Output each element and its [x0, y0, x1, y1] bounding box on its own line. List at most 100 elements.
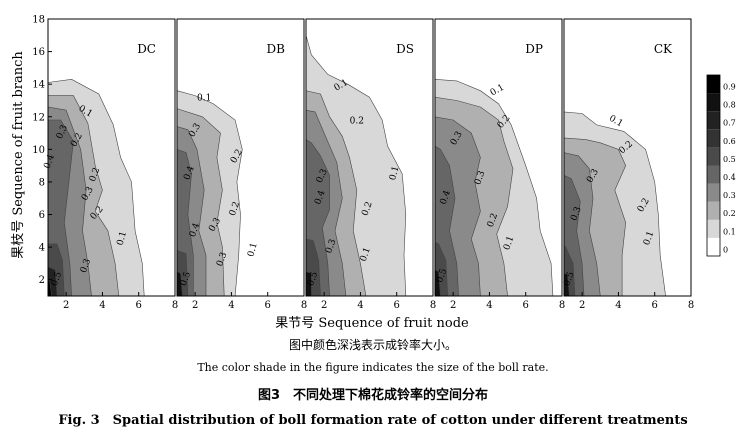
colorbar-swatch	[707, 111, 720, 130]
contour-label: 0.1	[388, 165, 401, 181]
colorbar-tick-label: 0.5	[723, 155, 736, 164]
y-tick-label: 14	[32, 80, 45, 91]
x-tick-label: 6	[523, 300, 529, 311]
contour-label: 0.4	[439, 189, 453, 206]
colorbar-swatch	[707, 165, 720, 184]
contour-label: 0.4	[188, 221, 202, 238]
colorbar-tick-label: 0.9	[723, 82, 736, 91]
caption-note-cn: 图中颜色深浅表示成铃率大小。	[288, 338, 457, 352]
contour-label: 0.5	[562, 270, 576, 287]
contour-label: 0.1	[116, 230, 129, 246]
x-tick-label: 6	[652, 300, 658, 311]
panel-db: DB0.10.30.20.40.20.30.40.30.10.52 4 6 8	[176, 18, 307, 311]
x-tick-label: 4	[357, 300, 363, 311]
panel-frame	[563, 18, 692, 297]
contour-label: 0.1	[246, 242, 259, 258]
panel-name: DB	[267, 42, 286, 56]
colorbar-tick-label: 0.4	[723, 173, 736, 182]
contour-label: 0.5	[435, 267, 449, 284]
contour-label: 0.1	[502, 235, 516, 252]
panel-dc: DC0.10.20.30.40.20.30.20.10.50.32 4 6 8	[43, 18, 178, 311]
colorbar-tick-label: 0.8	[723, 101, 736, 110]
contour-label: 0.5	[50, 270, 64, 287]
x-tick-label: 8	[172, 300, 178, 311]
contour-label: 0.1	[197, 93, 211, 103]
colorbar-frame	[706, 74, 721, 257]
x-tick-label: 4	[228, 300, 234, 311]
contour-label: 0.4	[43, 153, 57, 170]
y-tick-label: 6	[39, 210, 45, 221]
y-tick-label: 16	[32, 47, 45, 58]
panel-name: DP	[525, 42, 543, 56]
colorbar-tick-label: 0	[723, 245, 728, 254]
colorbar-tick-label: 0.3	[723, 191, 736, 200]
contour-label: 0.4	[313, 189, 327, 206]
x-tick-label: 8	[559, 300, 565, 311]
colorbar-swatch	[707, 201, 720, 220]
y-tick-label: 4	[39, 243, 45, 254]
colorbar-swatch	[707, 129, 720, 148]
colorbar-tick-label: 0.7	[723, 119, 736, 128]
x-tick-label: 2	[450, 300, 456, 311]
x-tick-label: 2	[192, 300, 198, 311]
y-tick-label: 18	[32, 15, 45, 26]
contour-label: 0.2	[360, 201, 374, 218]
panel-name: DS	[396, 42, 414, 56]
x-tick-label: 2	[321, 300, 327, 311]
caption-title-en: Fig. 3 Spatial distribution of boll form…	[58, 413, 688, 428]
y-tick-label: 10	[32, 145, 45, 156]
colorbar: 0 0.1 0.2 0.3 0.4 0.5 0.6 0.7 0.8 0.9	[706, 74, 736, 257]
contour-label: 0.2	[228, 201, 242, 218]
panel-ds: DS0.10.20.10.30.40.20.3 0.10.52 4 6 8	[305, 18, 436, 311]
colorbar-swatch	[707, 147, 720, 166]
panel-name: CK	[654, 42, 673, 56]
x-tick-label: 4	[99, 300, 105, 311]
y-axis-label: 果枝号 Sequence of fruit branch	[11, 51, 26, 259]
contour-label: 0.2	[88, 166, 102, 183]
colorbar-swatch	[707, 183, 720, 202]
colorbar-swatch	[707, 93, 720, 112]
panel-frame	[305, 18, 434, 297]
colorbar-tick-label: 0.6	[723, 137, 736, 146]
contour-label: 0.1	[642, 230, 656, 247]
contour-label: 0.3	[324, 238, 338, 255]
x-tick-label: 8	[688, 300, 694, 311]
colorbar-tick-label: 0.2	[723, 209, 736, 218]
x-tick-label: 6	[136, 300, 142, 311]
caption-note-en: The color shade in the figure indicates …	[197, 361, 549, 374]
contour-panels: DC0.10.20.30.40.20.30.20.10.50.32 4 6 8DB0.…	[32, 15, 694, 312]
y-tick-label: 2	[39, 275, 45, 286]
caption-title-cn: 图3 不同处理下棉花成铃率的空间分布	[257, 388, 489, 403]
panel-dp: DP0.10.20.30.30.20.10.40.52 4 6 8	[434, 18, 565, 311]
panel-frame	[47, 18, 176, 297]
contour-label: 0.2	[350, 116, 364, 126]
contour-label: 0.3	[79, 257, 93, 274]
panel-frame	[176, 18, 305, 297]
contour-label: 0.4	[182, 164, 196, 181]
y-tick-label: 12	[32, 112, 45, 123]
contour-label: 0.3	[569, 205, 583, 222]
colorbar-swatch	[707, 75, 720, 94]
contour-label: 0.1	[359, 246, 373, 263]
panel-name: DC	[137, 42, 156, 56]
contour-label: 0.3	[215, 251, 229, 268]
x-tick-label: 6	[265, 300, 271, 311]
y-tick-label: 8	[39, 177, 45, 188]
x-tick-label: 8	[430, 300, 436, 311]
contour-label: 0.2	[486, 212, 500, 229]
x-tick-label: 8	[301, 300, 307, 311]
contour-label: 0.3	[473, 169, 487, 186]
panel-ck: CK0.10.20.30.20.30.10.52 4 6 8	[562, 18, 694, 311]
x-tick-label: 2	[63, 300, 69, 311]
colorbar-swatch	[707, 237, 720, 256]
x-tick-label: 6	[394, 300, 400, 311]
colorbar-tick-label: 0.1	[723, 227, 736, 236]
x-tick-label: 4	[486, 300, 492, 311]
x-tick-label: 2	[579, 300, 585, 311]
colorbar-swatch	[707, 219, 720, 238]
x-axis-label: 果节号 Sequence of fruit node	[275, 316, 469, 331]
contour-label: 0.5	[179, 270, 193, 287]
panel-frame	[434, 18, 563, 297]
contour-label: 0.5	[306, 270, 320, 287]
